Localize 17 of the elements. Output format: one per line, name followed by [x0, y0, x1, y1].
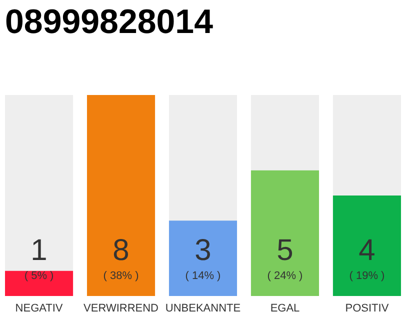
data-label: 1 [30, 234, 48, 267]
bar [5, 270, 74, 296]
data-label: 8 [112, 234, 130, 267]
x-tick-label: POSITIV [345, 302, 390, 314]
data-label: 5 [276, 234, 294, 267]
x-tick-label: UNBEKANNTE [165, 302, 241, 314]
data-label: 3 [194, 234, 212, 267]
x-tick-label: EGAL [270, 302, 300, 314]
annotation: ( 19% ) [349, 270, 385, 282]
annotation: ( 38% ) [103, 270, 139, 282]
x-tick-label: VERWIRREND [84, 302, 159, 314]
x-tick-label: NEGATIV [15, 302, 64, 314]
annotation: ( 14% ) [185, 270, 221, 282]
annotation: ( 24% ) [267, 270, 303, 282]
chart-title: 08999828014 [5, 3, 214, 41]
annotation: ( 5% ) [24, 270, 54, 282]
data-label: 4 [358, 234, 376, 267]
